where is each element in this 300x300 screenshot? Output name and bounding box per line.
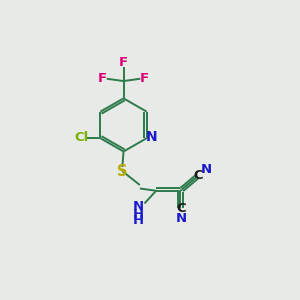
Text: C: C — [176, 202, 186, 215]
Text: N: N — [133, 200, 144, 213]
Text: F: F — [119, 56, 128, 69]
Text: C: C — [193, 169, 203, 182]
Text: N: N — [146, 130, 158, 144]
Text: N: N — [176, 212, 187, 225]
Text: H: H — [133, 208, 144, 221]
Text: H: H — [133, 214, 144, 227]
Text: F: F — [140, 72, 149, 85]
Text: F: F — [98, 72, 107, 85]
Text: N: N — [201, 163, 212, 176]
Text: Cl: Cl — [75, 131, 89, 144]
Text: S: S — [117, 164, 128, 178]
